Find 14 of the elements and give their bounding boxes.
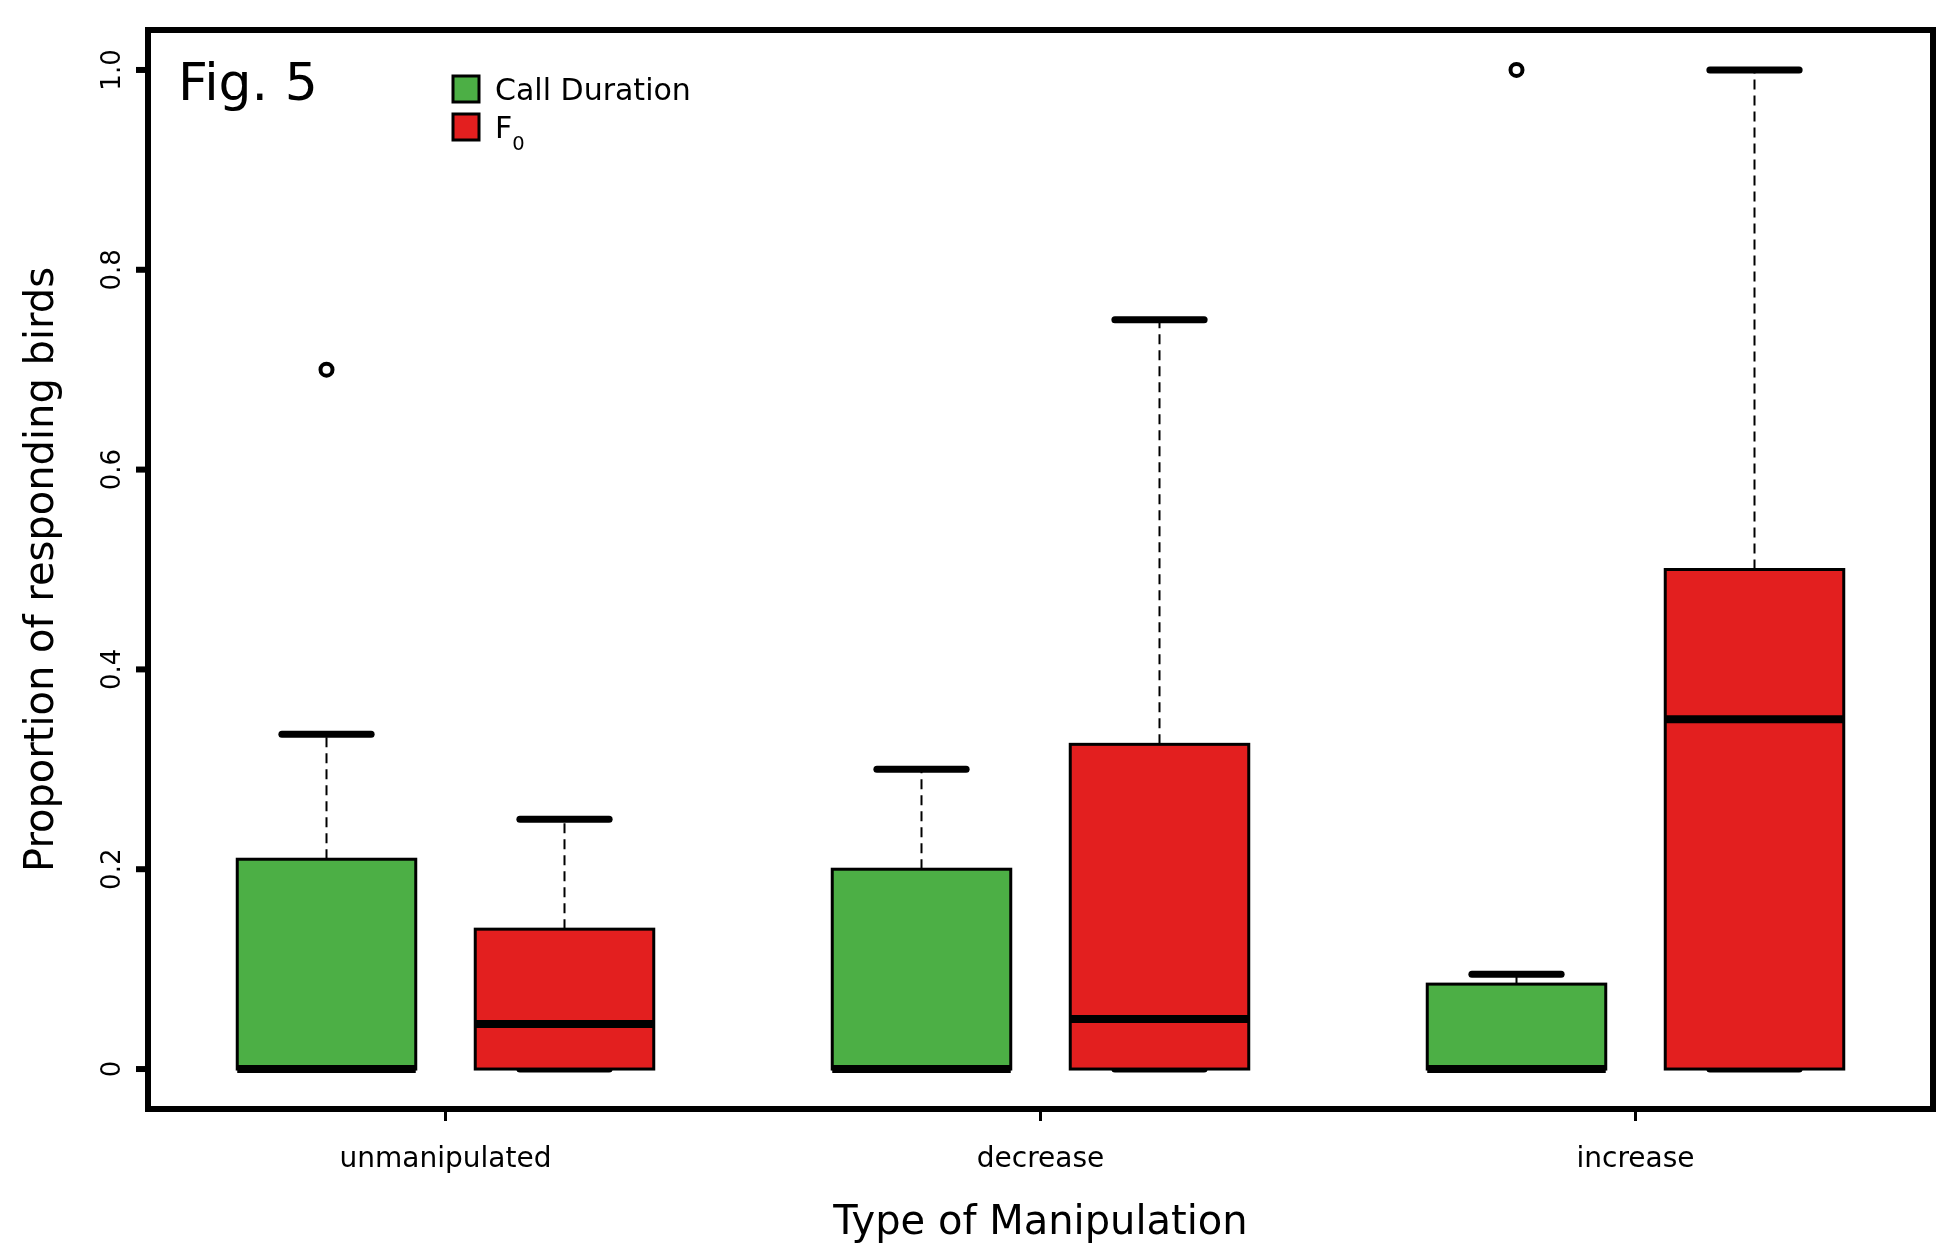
x-tick-label: increase (1576, 1141, 1695, 1174)
x-tick-label: decrease (976, 1141, 1105, 1174)
y-tick-label: 0.2 (96, 848, 126, 890)
y-tick-label: 0 (96, 1060, 126, 1078)
y-axis-title: Proportion of responding birds (16, 266, 62, 873)
x-axis-title: Type of Manipulation (832, 1197, 1248, 1243)
legend-label: Call Duration (495, 72, 691, 107)
y-tick-label: 0.6 (96, 448, 126, 491)
y-tick-label: 1.0 (96, 49, 126, 91)
y-tick-label: 0.8 (96, 249, 126, 291)
annotation: Fig. 5 (178, 52, 318, 112)
legend-label: F$_{0}$ (495, 110, 525, 155)
y-tick-label: 0.4 (96, 648, 126, 691)
x-tick-label: unmanipulated (339, 1141, 552, 1174)
